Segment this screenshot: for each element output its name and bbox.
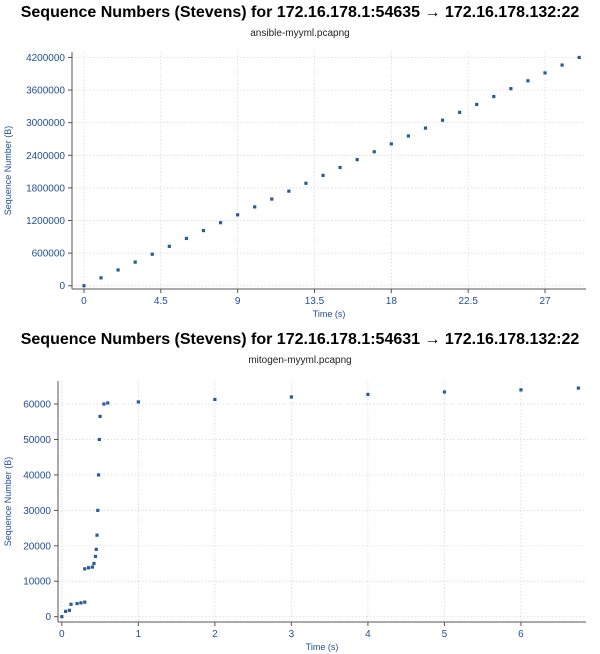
data-point [60, 615, 64, 619]
data-point [355, 158, 359, 162]
chart-plot-mitogen: 0 1 2 3 4 5 6 0 10000 20000 30000 40000 50000 60000 Ti… [3, 381, 586, 652]
data-point [543, 71, 547, 75]
data-point [79, 601, 83, 605]
x-tick-label: 4 [365, 629, 371, 640]
data-point [458, 110, 462, 114]
x-tick-label: 3 [289, 629, 295, 640]
data-point [519, 388, 523, 392]
data-point [475, 102, 479, 107]
x-tick-label: 22.5 [458, 296, 478, 307]
data-point [136, 400, 140, 404]
y-tick-label: 3600000 [26, 86, 65, 97]
data-point [406, 134, 411, 138]
data-point [287, 189, 291, 193]
data-point [253, 205, 257, 209]
data-point [82, 284, 86, 288]
data-point [577, 55, 581, 60]
data-point [98, 414, 102, 419]
data-point [99, 276, 103, 280]
data-point [83, 600, 87, 604]
data-point [90, 565, 95, 569]
data-point [338, 165, 342, 170]
x-tick-label: 0 [81, 296, 87, 307]
data-point [75, 601, 79, 606]
chart-panel-mitogen: Sequence Numbers (Stevens) for 172.16.17… [0, 327, 600, 654]
y-tick-label: 2400000 [26, 151, 65, 162]
data-point [133, 260, 137, 264]
data-point [96, 473, 101, 477]
x-tick-label: 27 [539, 296, 551, 307]
x-tick-label: 1 [136, 629, 142, 640]
data-point [236, 213, 240, 217]
y-tick-label: 4200000 [26, 53, 65, 64]
y-tick-label: 20000 [23, 541, 51, 552]
y-tick-label: 40000 [23, 470, 51, 481]
data-point [442, 390, 447, 394]
x-tick-label: 18 [386, 296, 398, 307]
data-point [96, 508, 100, 512]
y-tick-label: 1800000 [26, 183, 65, 194]
chart-subtitle: mitogen-myyml.pcapng [248, 355, 352, 366]
data-point [67, 608, 72, 612]
data-point [106, 401, 110, 405]
data-point [526, 79, 530, 83]
data-point [83, 567, 87, 571]
x-tick-label: 13.5 [305, 296, 325, 307]
y-tick-label: 50000 [23, 435, 51, 446]
y-tick-label: 0 [59, 281, 65, 292]
data-point [509, 87, 513, 91]
x-tick-label: 9 [235, 296, 241, 307]
data-point [97, 437, 101, 442]
data-point [213, 397, 217, 402]
data-point [440, 118, 445, 122]
y-tick-label: 10000 [23, 577, 51, 588]
data-point [64, 609, 68, 613]
data-point [95, 533, 99, 537]
x-tick-label: 2 [212, 629, 218, 640]
data-point [201, 228, 206, 233]
y-tick-label: 600000 [32, 249, 66, 260]
x-axis-title: Time (s) [313, 309, 346, 319]
y-tick-label: 0 [45, 612, 51, 623]
data-point [150, 252, 154, 256]
x-tick-label: 0 [59, 629, 65, 640]
chart-subtitle: ansible-myyml.pcapng [250, 28, 350, 39]
x-tick-label: 4.5 [154, 296, 168, 307]
chart-panel-ansible: Sequence Numbers (Stevens) for 172.16.17… [3, 4, 586, 319]
data-point [87, 566, 91, 570]
chart-title: Sequence Numbers (Stevens) for 172.16.17… [20, 331, 580, 348]
data-point [93, 554, 98, 559]
chart-title: Sequence Numbers (Stevens) for 172.16.17… [20, 4, 580, 21]
y-axis-title: Sequence Number (B) [3, 457, 13, 547]
y-axis-title: Sequence Number (B) [3, 126, 13, 216]
y-tick-label: 1200000 [26, 216, 65, 227]
data-point [576, 386, 580, 390]
data-point [389, 142, 393, 146]
chart-plot-ansible: 0 4.5 9 13.5 18 22.5 27 0 600000 1200000 1800000 24… [3, 52, 586, 319]
data-point [167, 244, 171, 248]
data-point [366, 392, 370, 397]
y-tick-label: 30000 [23, 506, 51, 517]
data-point [560, 63, 564, 67]
data-point [184, 236, 189, 241]
data-point [372, 150, 376, 154]
data-point [92, 561, 96, 566]
x-tick-label: 6 [518, 629, 524, 640]
data-point [94, 547, 98, 551]
y-tick-label: 3000000 [26, 118, 65, 129]
y-tick-label: 60000 [23, 400, 51, 411]
data-point [423, 126, 428, 130]
data-point [102, 402, 106, 406]
data-point [289, 395, 293, 399]
data-point [116, 268, 120, 272]
x-tick-label: 5 [442, 629, 448, 640]
data-point [270, 197, 274, 201]
data-point [218, 221, 223, 225]
data-point [69, 602, 73, 606]
data-point [304, 181, 308, 185]
data-point [492, 94, 496, 99]
data-point [321, 173, 325, 177]
x-axis-title: Time (s) [306, 642, 339, 652]
